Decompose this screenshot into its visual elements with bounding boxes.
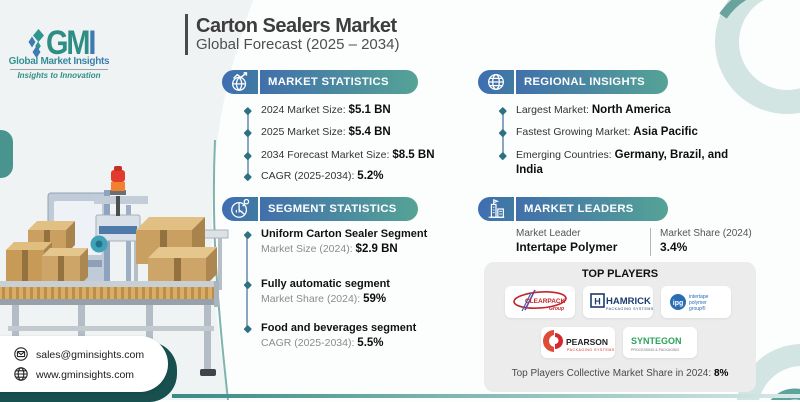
svg-text:PEARSON: PEARSON bbox=[566, 337, 608, 347]
svg-text:CLEARPACK: CLEARPACK bbox=[525, 298, 566, 305]
svg-text:PROCESSING & PACKAGING: PROCESSING & PACKAGING bbox=[631, 348, 679, 352]
svg-text:HAMRICK: HAMRICK bbox=[606, 296, 651, 307]
svg-text:group®: group® bbox=[689, 305, 706, 312]
svg-text:ipg: ipg bbox=[673, 300, 684, 307]
svg-text:PACKAGING SYSTEMS: PACKAGING SYSTEMS bbox=[567, 348, 615, 352]
svg-text:PACKAGING SYSTEMS: PACKAGING SYSTEMS bbox=[606, 307, 653, 311]
svg-text:H: H bbox=[594, 297, 601, 307]
svg-text:polymer: polymer bbox=[689, 300, 707, 306]
svg-text:SYNTEGON: SYNTEGON bbox=[631, 336, 682, 346]
svg-text:Group: Group bbox=[549, 306, 564, 312]
svg-text:intertape: intertape bbox=[689, 294, 709, 300]
